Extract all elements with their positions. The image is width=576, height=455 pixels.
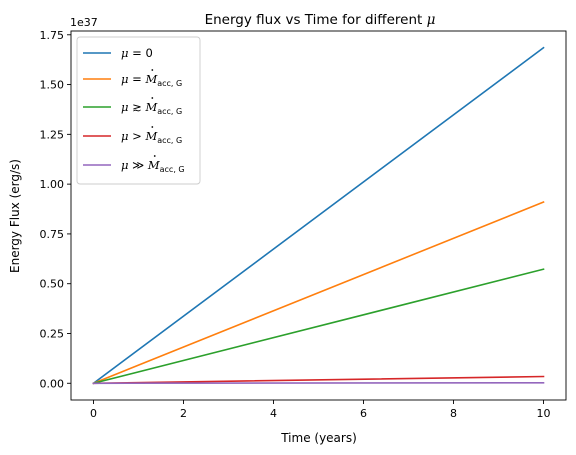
series-line-4 — [92, 381, 545, 385]
y-tick-label: 0.00 — [40, 377, 65, 390]
x-tick-label: 2 — [180, 407, 187, 420]
x-tick-label: 0 — [90, 407, 97, 420]
y-tick-label: 1.75 — [40, 29, 65, 42]
y-offset-text: 1e37 — [70, 16, 98, 29]
series-line-3 — [92, 375, 545, 385]
legend: μ = 0 μ = Macc, G μ ≳ Macc, G μ > Macc, G μ … — [76, 36, 201, 185]
x-tick-label: 4 — [270, 407, 277, 420]
y-tick-label: 0.75 — [40, 228, 65, 241]
mdot-accent — [151, 69, 154, 71]
axes-frame — [70, 30, 567, 401]
legend-entry: μ = 0 — [121, 46, 153, 60]
x-tick-label: 8 — [450, 407, 457, 420]
legend-entry: μ ≫ Macc, G — [121, 158, 185, 174]
y-tick-label: 1.00 — [40, 178, 65, 191]
x-axis-label: Time (years) — [280, 431, 357, 445]
y-tick-label: 1.25 — [40, 128, 65, 141]
mdot-accent — [153, 155, 156, 157]
mdot-accent — [151, 97, 154, 99]
mdot-accent — [151, 126, 154, 128]
plot-area: 0 2 4 6 8 10 0.00 0.25 0.50 0.75 1.00 1.25 1.50 1.75 μ… — [40, 29, 567, 420]
series-line-1 — [92, 201, 545, 385]
x-tick-label: 10 — [537, 407, 551, 420]
legend-frame — [76, 36, 201, 185]
legend-entry: μ > Macc, G — [121, 129, 182, 145]
y-tick-label: 0.25 — [40, 327, 65, 340]
legend-entry: μ = Macc, G — [121, 72, 182, 88]
series-line-2 — [92, 268, 545, 385]
y-tick-label: 0.50 — [40, 278, 65, 291]
x-tick-label: 6 — [360, 407, 367, 420]
y-tick-label: 1.50 — [40, 79, 65, 92]
y-axis-label: Energy Flux (erg/s) — [8, 159, 22, 273]
legend-entry: μ ≳ Macc, G — [121, 100, 182, 116]
series-line-0 — [92, 46, 545, 385]
chart-title: Energy flux vs Time for different μ — [205, 12, 436, 28]
